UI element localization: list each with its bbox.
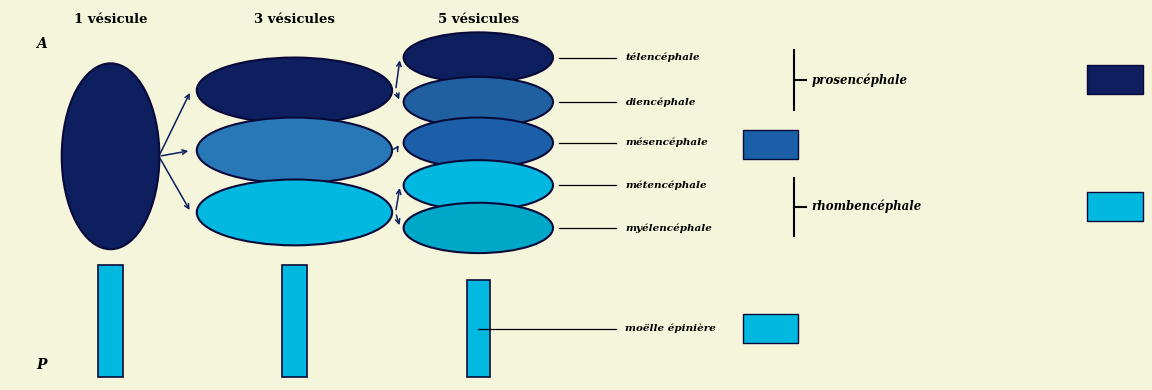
Ellipse shape — [403, 77, 553, 127]
Ellipse shape — [403, 117, 553, 168]
Text: diencéphale: diencéphale — [626, 98, 696, 107]
Bar — [743, 130, 798, 159]
Ellipse shape — [62, 63, 159, 249]
Bar — [1087, 65, 1143, 94]
Ellipse shape — [403, 32, 553, 83]
Ellipse shape — [197, 58, 392, 123]
Text: 3 vésicules: 3 vésicules — [253, 13, 335, 26]
Bar — [467, 280, 490, 377]
Bar — [98, 265, 123, 377]
Text: myélencéphale: myélencéphale — [626, 223, 712, 233]
Text: prosencéphale: prosencéphale — [812, 73, 908, 87]
Text: 1 vésicule: 1 vésicule — [74, 13, 147, 26]
Text: métencéphale: métencéphale — [626, 181, 707, 190]
Text: P: P — [36, 358, 46, 372]
Text: moëlle épinière: moëlle épinière — [626, 324, 717, 333]
Text: rhombencéphale: rhombencéphale — [812, 200, 922, 213]
Text: A: A — [36, 37, 46, 51]
Bar — [743, 314, 798, 343]
Text: télencéphale: télencéphale — [626, 53, 700, 62]
Bar — [282, 265, 308, 377]
Text: mésencéphale: mésencéphale — [626, 138, 708, 147]
Ellipse shape — [197, 179, 392, 245]
Bar — [1087, 192, 1143, 221]
Ellipse shape — [197, 117, 392, 183]
Text: 5 vésicules: 5 vésicules — [438, 13, 518, 26]
Ellipse shape — [403, 160, 553, 211]
Ellipse shape — [403, 203, 553, 253]
